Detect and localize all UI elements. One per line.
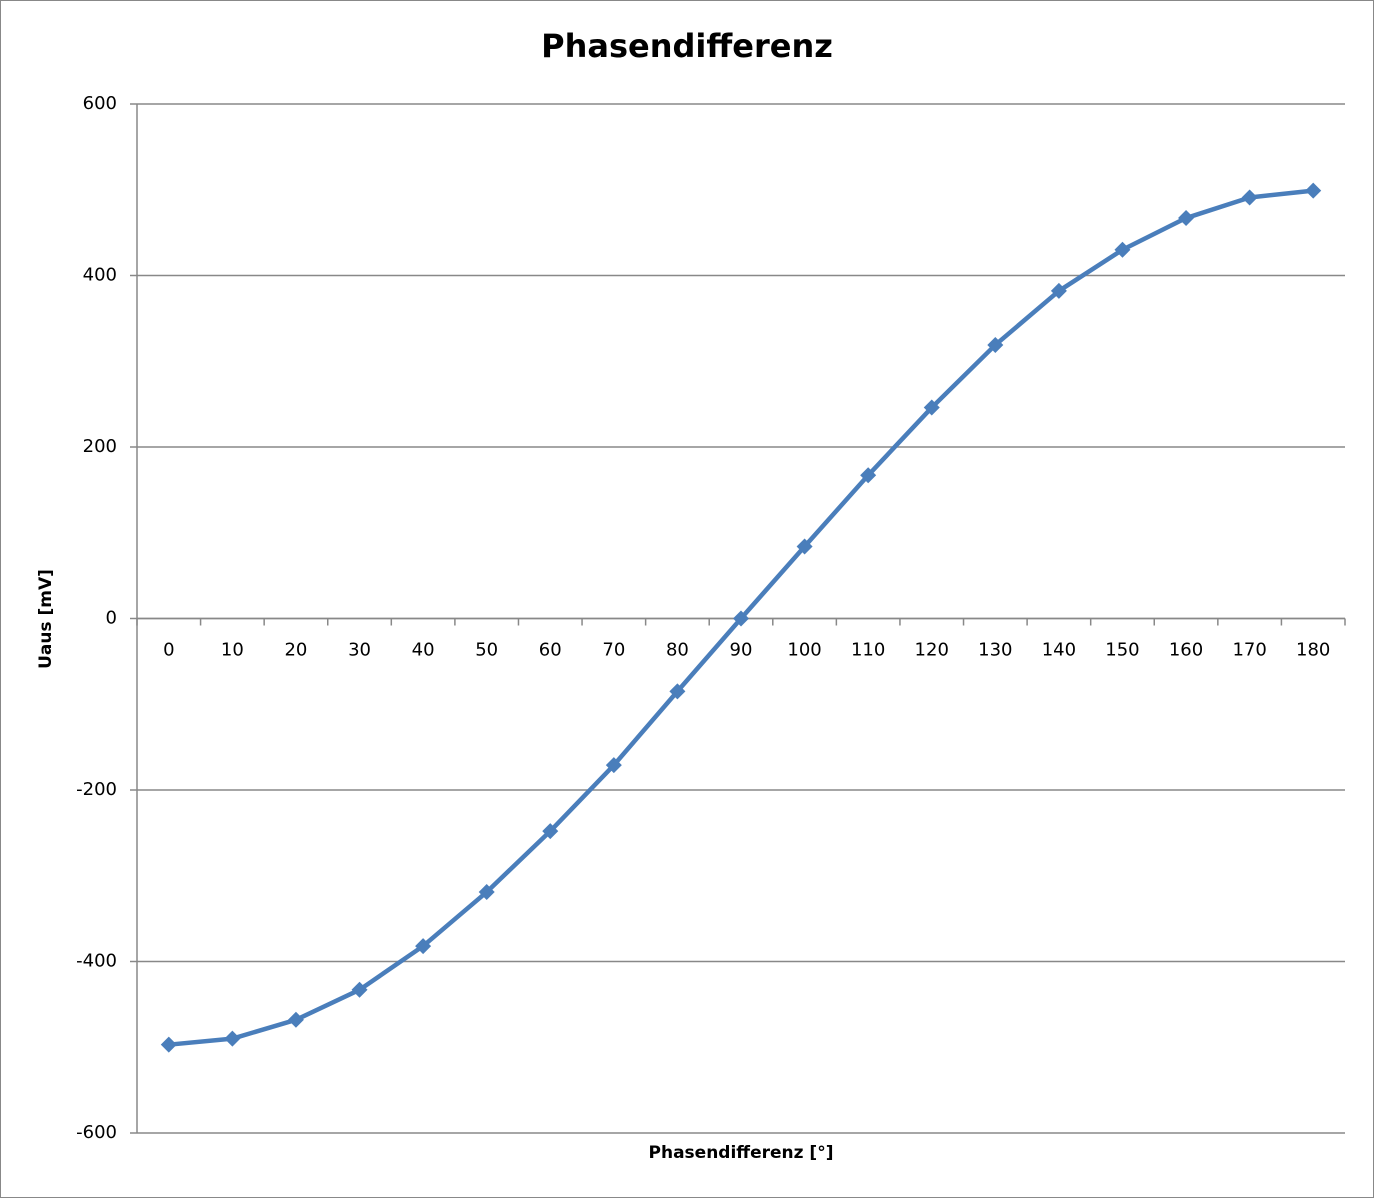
data-marker [415, 938, 432, 955]
x-tick-label: 60 [539, 640, 562, 661]
data-marker [733, 610, 749, 627]
x-tick-label: 90 [730, 640, 753, 661]
x-tick-label: 50 [475, 640, 498, 661]
x-tick-label: 20 [284, 640, 307, 661]
y-axis-title: Uaus [mV] [36, 569, 56, 669]
x-tick-label: 150 [1105, 640, 1139, 661]
x-tick-label: 100 [787, 640, 821, 661]
y-tick-label: 0 [106, 608, 117, 629]
x-tick-label: 180 [1296, 640, 1330, 661]
x-tick-label: 40 [412, 640, 435, 661]
x-tick-label: 70 [602, 640, 625, 661]
data-marker [860, 467, 877, 484]
data-marker [542, 823, 559, 840]
data-marker [478, 884, 495, 901]
data-marker [669, 683, 686, 700]
y-tick-label: 400 [83, 265, 117, 286]
data-marker [1050, 282, 1067, 299]
x-tick-label: 140 [1042, 640, 1076, 661]
x-tick-label: 120 [915, 640, 949, 661]
chart-title: Phasendifferenz [541, 27, 833, 65]
x-tick-label: 160 [1169, 640, 1203, 661]
data-marker [160, 1036, 177, 1053]
data-marker [987, 336, 1004, 353]
x-axis-title: Phasendifferenz [°] [649, 1143, 834, 1163]
data-marker [224, 1030, 241, 1047]
x-tick-label: 130 [978, 640, 1012, 661]
x-tick-label: 30 [348, 640, 371, 661]
x-tick-label: 0 [163, 640, 174, 661]
data-marker [796, 538, 813, 555]
data-marker [1178, 210, 1195, 227]
x-tick-label: 110 [851, 640, 885, 661]
data-marker [287, 1011, 304, 1028]
x-tick-label: 10 [221, 640, 244, 661]
x-tick-label: 170 [1232, 640, 1266, 661]
data-marker [351, 981, 368, 998]
y-tick-label: -600 [76, 1122, 117, 1143]
y-tick-label: 600 [83, 93, 117, 114]
y-tick-label: -400 [76, 951, 117, 972]
y-tick-label: 200 [83, 436, 117, 457]
data-marker [605, 757, 622, 774]
data-marker [1305, 182, 1322, 199]
data-marker [923, 399, 940, 416]
x-tick-label: 80 [666, 640, 689, 661]
y-tick-label: -200 [76, 779, 117, 800]
data-marker [1241, 189, 1258, 206]
data-marker [1114, 241, 1131, 258]
